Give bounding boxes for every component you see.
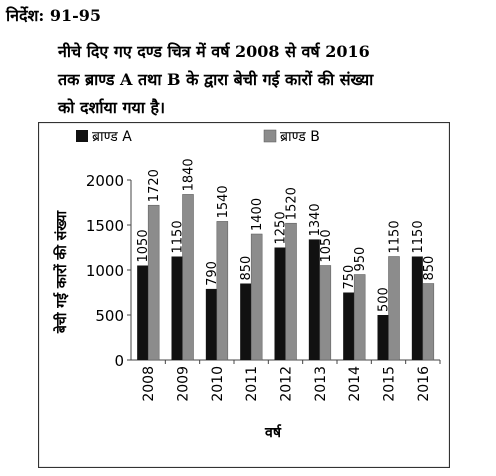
bar [240,283,252,360]
y-tick-label: 1000 [86,262,124,280]
bar [377,315,389,360]
bar [216,221,229,361]
x-tick-label: 2012 [279,366,295,402]
bar [171,256,183,360]
bar [353,274,366,361]
legend-label-brand-a: ब्राण्ड A [92,129,132,145]
data-label: 1840 [182,158,197,191]
chart-container: ब्राण्ड A ब्राण्ड B बेची गई कारों की संख… [37,121,451,469]
x-tick-label: 2008 [141,366,157,402]
x-tick-label: 2013 [313,366,329,402]
y-tick-label: 2000 [86,172,124,190]
data-label: 850 [239,256,254,281]
y-tick-label: 0 [114,352,124,370]
instruction-line-2: तक ब्राण्ड A तथा B के द्वारा बेची गई कार… [58,70,374,89]
instruction-line-1: नीचे दिए गए दण्ड चित्र में वर्ष 2008 से … [58,42,370,61]
x-tick-label: 2016 [416,366,432,402]
data-label: 750 [342,265,357,290]
x-tick-label: 2010 [210,366,226,402]
x-tick-label: 2014 [347,366,363,402]
bar [250,233,263,361]
x-tick-label: 2011 [244,366,260,402]
x-tick-label: 2009 [176,366,192,402]
data-label: 500 [377,287,392,312]
data-label: 1400 [250,198,265,231]
data-label: 1150 [388,220,403,253]
bar [182,194,194,361]
heading: निर्देश: 91-95 [6,6,102,25]
data-label: 1150 [411,220,426,253]
instructions: नीचे दिए गए दण्ड चित्र में वर्ष 2008 से … [58,38,488,122]
legend-label-brand-b: ब्राण्ड B [280,129,320,145]
data-label: 1050 [136,229,151,262]
x-tick-label: 2015 [382,366,398,402]
bar [285,222,297,361]
y-tick-label: 500 [95,307,124,325]
y-tick-label: 1500 [86,217,124,235]
instruction-line-3: को दर्शाया गया है। [58,98,166,117]
legend-swatch-brand-b [263,129,277,143]
bar [343,292,355,360]
bar [388,256,400,361]
bar [147,204,160,361]
y-axis-title: बेची गई कारों की संख्या [53,209,70,334]
data-label: 850 [422,256,437,281]
bar [422,283,435,361]
bar [205,288,217,360]
data-label: 1150 [171,220,186,253]
bar [137,265,149,360]
data-label: 1540 [216,185,231,218]
data-label: 950 [353,247,368,272]
bar-chart: ब्राण्ड A ब्राण्ड B बेची गई कारों की संख… [37,121,451,469]
legend-swatch-brand-a [76,130,88,142]
x-axis-title: वर्ष [264,424,282,441]
data-label: 1720 [147,169,162,202]
bar [308,239,320,360]
bar [319,265,332,361]
bar [274,247,286,360]
data-label: 1340 [308,203,323,236]
bar [411,256,423,360]
data-label: 1050 [319,229,334,262]
data-label: 1250 [274,211,289,244]
data-label: 1520 [285,187,300,220]
legend: ब्राण्ड A ब्राण्ड B [76,129,320,145]
data-label: 790 [205,261,220,286]
